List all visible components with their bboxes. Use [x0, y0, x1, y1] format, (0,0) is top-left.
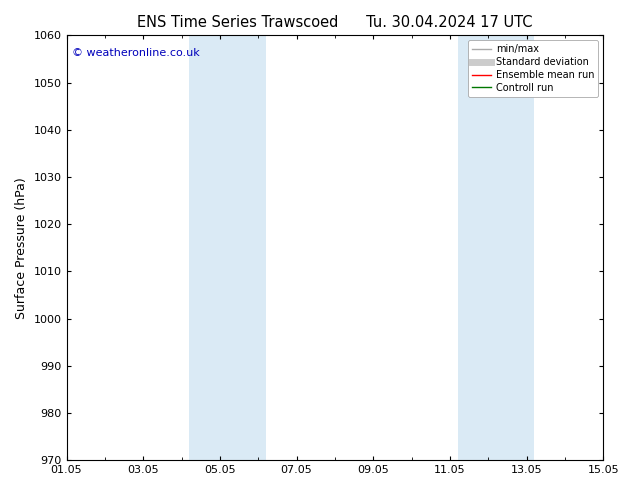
Text: © weatheronline.co.uk: © weatheronline.co.uk: [72, 48, 200, 58]
Legend: min/max, Standard deviation, Ensemble mean run, Controll run: min/max, Standard deviation, Ensemble me…: [468, 40, 598, 97]
Title: ENS Time Series Trawscoed      Tu. 30.04.2024 17 UTC: ENS Time Series Trawscoed Tu. 30.04.2024…: [137, 15, 533, 30]
Bar: [458, 35, 534, 460]
Y-axis label: Surface Pressure (hPa): Surface Pressure (hPa): [15, 177, 28, 318]
Bar: [189, 35, 266, 460]
